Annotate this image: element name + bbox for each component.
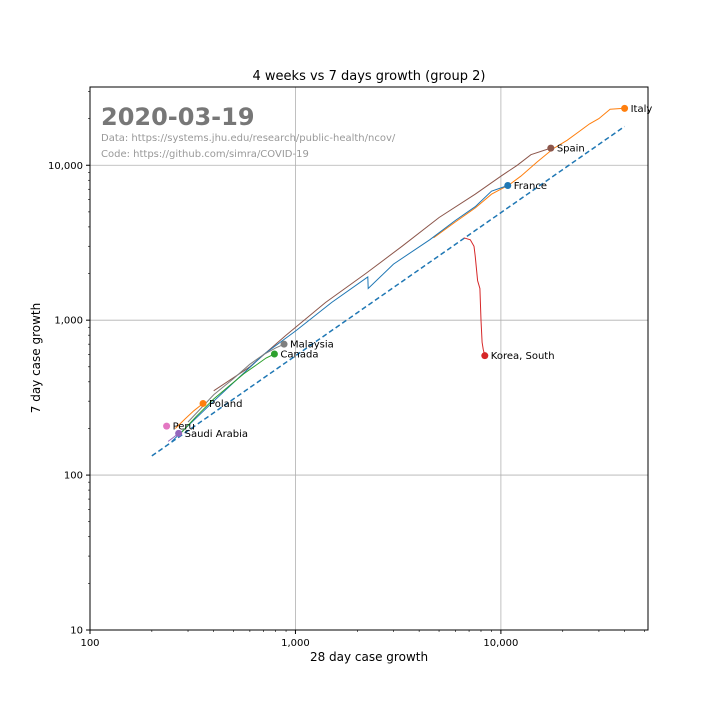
series-point-canada <box>270 350 278 358</box>
series-label-france: France <box>514 181 547 192</box>
series-point-italy <box>621 104 629 112</box>
y-tick-label: 10 <box>70 626 83 637</box>
x-tick-label: 1,000 <box>281 638 310 649</box>
series-label-spain: Spain <box>557 144 585 155</box>
series-point-spain <box>547 144 555 152</box>
x-tick-label: 10,000 <box>483 638 518 649</box>
date-annotation: 2020-03-19 <box>101 103 255 131</box>
plot-frame <box>89 86 649 631</box>
series-line-malaysia <box>187 343 285 423</box>
series-line-poland <box>174 403 204 429</box>
x-tick-label: 100 <box>80 638 99 649</box>
data-source-note: Data: https://systems.jhu.edu/research/p… <box>101 133 396 144</box>
series-line-italy <box>433 107 625 239</box>
code-source-note: Code: https://github.com/simra/COVID-19 <box>101 149 309 160</box>
series-label-poland: Poland <box>209 399 242 410</box>
series-malaysia: Malaysia <box>187 340 334 423</box>
reference-dashed-line <box>151 125 626 457</box>
series-peru: Peru <box>163 422 195 433</box>
series-label-italy: Italy <box>631 104 653 115</box>
series-label-malaysia: Malaysia <box>290 340 334 351</box>
chart-title: 4 weeks vs 7 days growth (group 2) <box>253 69 486 84</box>
series-point-malaysia <box>280 340 288 348</box>
series-canada: Canada <box>178 349 318 436</box>
series-label-korea-south: Korea, South <box>491 351 555 362</box>
y-tick-label: 1,000 <box>54 316 83 327</box>
y-tick-label: 100 <box>64 471 83 482</box>
series-saudi-arabia: Saudi Arabia <box>167 429 248 442</box>
series-line-canada <box>178 353 275 436</box>
series-spain: Spain <box>213 144 585 392</box>
y-axis-label: 7 day case growth <box>29 303 43 414</box>
series-point-korea-south <box>481 352 489 360</box>
y-tick-label: 10,000 <box>48 161 83 172</box>
series-label-peru: Peru <box>173 422 195 433</box>
series-label-canada: Canada <box>280 349 318 360</box>
series-point-peru <box>163 422 171 430</box>
series-line-korea-south <box>463 237 486 356</box>
series-point-saudi-arabia <box>175 429 183 437</box>
series-poland: Poland <box>174 399 242 429</box>
series-korea-south: Korea, South <box>463 237 555 362</box>
grid <box>89 87 648 631</box>
series-line-spain <box>213 147 551 392</box>
series-label-saudi-arabia: Saudi Arabia <box>185 429 248 440</box>
x-axis-label: 28 day case growth <box>310 650 428 664</box>
series-layer: Italy Spain France Korea, South MalaysiaCana… <box>163 104 652 442</box>
reference-line <box>151 125 626 457</box>
series-italy: Italy <box>433 104 653 239</box>
series-point-france <box>504 182 512 190</box>
series-point-poland <box>199 399 207 407</box>
